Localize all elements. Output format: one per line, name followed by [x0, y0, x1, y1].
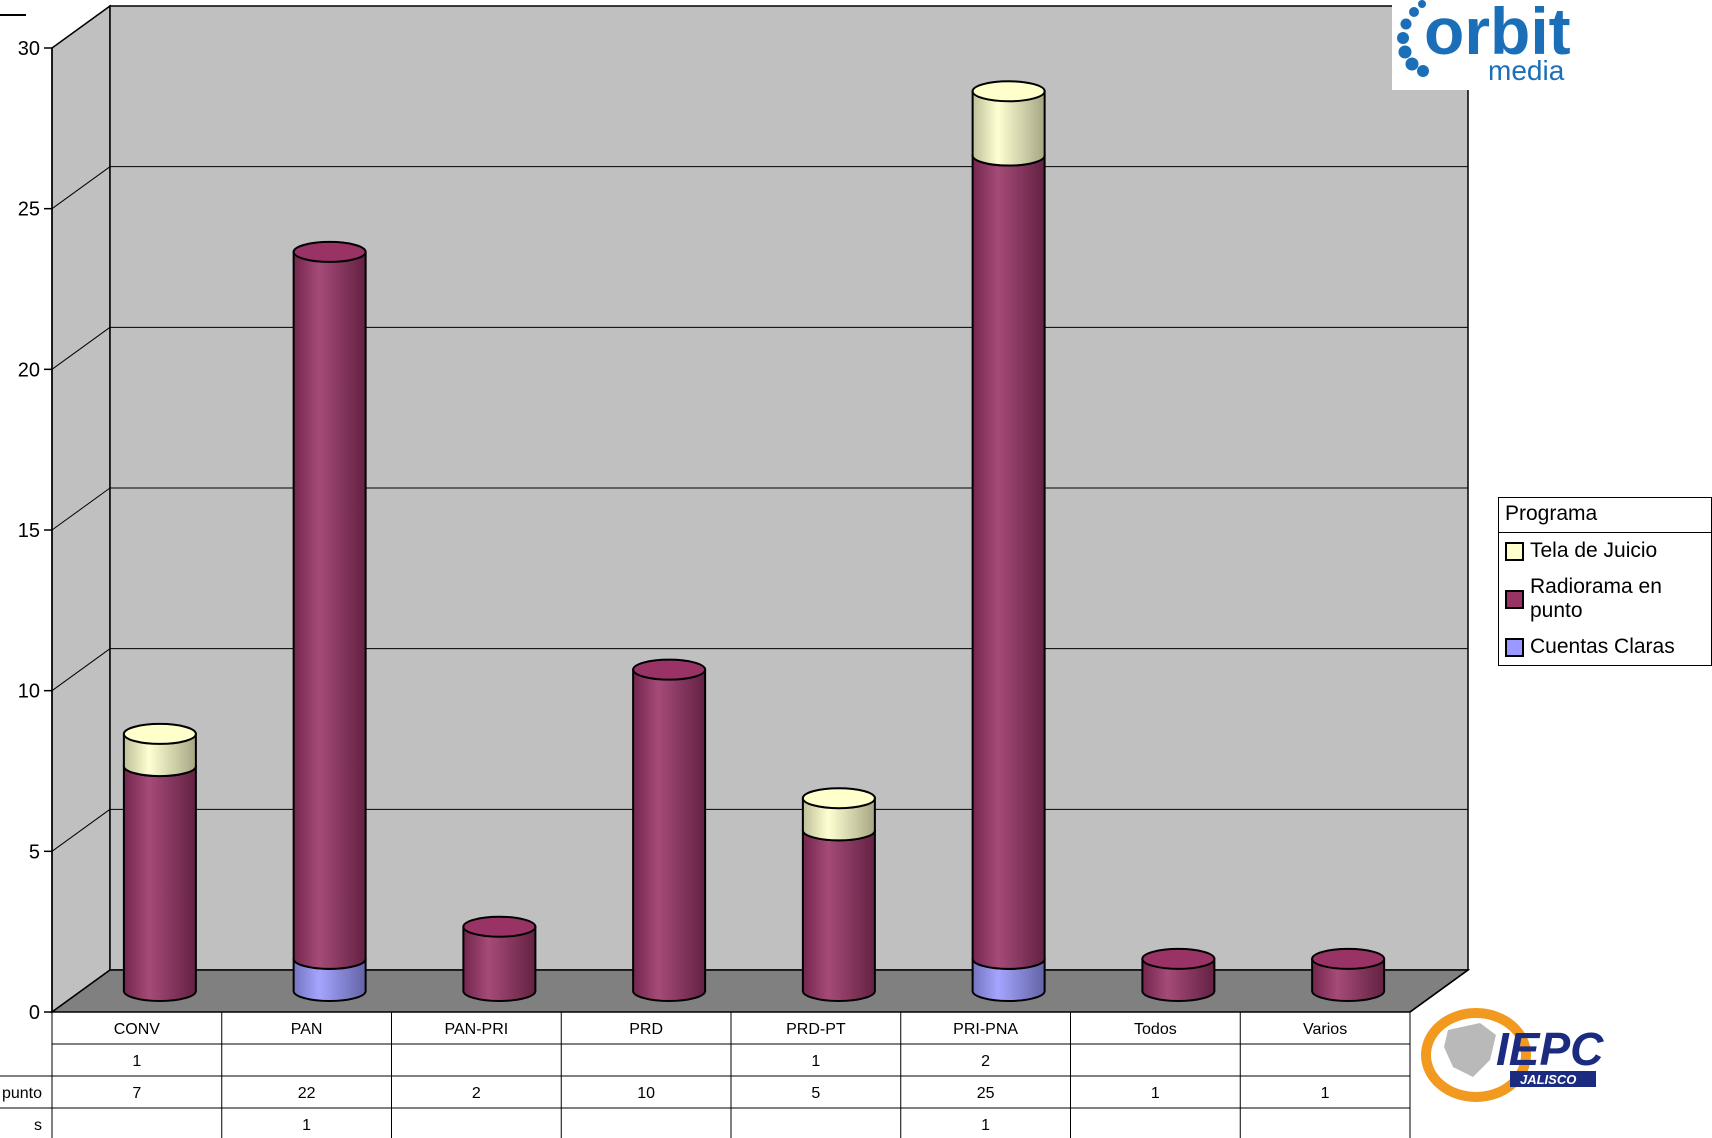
iepc-wordmark: IEPC	[1496, 1023, 1604, 1075]
y-tick-label: 25	[18, 199, 40, 221]
legend-label: Cuentas Claras	[1530, 635, 1675, 658]
iepc-band	[1510, 1071, 1596, 1087]
bar-top	[801, 787, 876, 810]
y-tick-label: 5	[29, 841, 40, 863]
bar-segment	[632, 658, 707, 1002]
gridline-side	[51, 487, 111, 531]
category-label: Todos	[1134, 1021, 1177, 1038]
orbit-media-logo: orbit media	[1392, 0, 1571, 90]
legend: Programa Tela de Juicio Radiorama en punt…	[1498, 497, 1712, 666]
legend-swatch	[1505, 589, 1524, 609]
bar-body	[971, 957, 1046, 1002]
bar-top	[632, 658, 707, 681]
gridline-side	[51, 166, 111, 210]
category-label: PAN	[291, 1021, 323, 1038]
bar-body	[122, 765, 197, 1002]
table-cell: 22	[298, 1085, 316, 1102]
table-cell: 1	[1321, 1085, 1330, 1102]
legend-label: Tela de Juicio	[1530, 539, 1658, 562]
category-label: CONV	[114, 1021, 161, 1038]
gridline-side	[51, 326, 111, 370]
bar-top	[122, 722, 197, 745]
table-cell: 2	[981, 1053, 990, 1070]
bar-segment	[122, 722, 197, 778]
bar-body	[801, 797, 876, 842]
category-label: Varios	[1303, 1021, 1347, 1038]
orbit-subtext: media	[1488, 55, 1565, 86]
bar-segment	[122, 765, 197, 1002]
category-label: PRD-PT	[786, 1021, 846, 1038]
y-tick-label: 20	[18, 359, 40, 381]
bar-body	[632, 668, 707, 1002]
bar-body	[1141, 957, 1216, 1002]
bar-top	[292, 240, 367, 263]
gridline-side	[51, 648, 111, 692]
table-cell: 5	[811, 1085, 820, 1102]
bar-segment	[1311, 947, 1386, 1002]
bar-top	[462, 915, 537, 938]
chart-walls	[49, 4, 1471, 1014]
jalisco-map-icon	[1444, 1023, 1496, 1077]
y-tick-label: 10	[18, 681, 40, 703]
bar-segment	[292, 240, 367, 970]
table-cell: 1	[981, 1117, 990, 1134]
table-cell: 1	[1151, 1085, 1160, 1102]
bar-body	[292, 957, 367, 1002]
bar-body	[292, 250, 367, 970]
y-tick-label: 30	[18, 38, 40, 60]
bars	[122, 80, 1386, 1002]
bar-segment	[462, 915, 537, 1002]
category-label: PAN-PRI	[445, 1021, 509, 1038]
orbit-dots-icon	[1397, 0, 1429, 77]
legend-label: Radiorama en punto	[1530, 575, 1662, 622]
orbit-logo-graphic: orbit media	[1397, 0, 1571, 86]
orbit-wordmark: orbit	[1424, 0, 1570, 68]
legend-title: Programa	[1499, 498, 1711, 533]
bar-top	[1311, 947, 1386, 970]
legend-item: Tela de Juicio	[1499, 533, 1711, 569]
table-cell: 7	[132, 1085, 141, 1102]
bar-body	[1311, 957, 1386, 1002]
table-cell: 2	[472, 1085, 481, 1102]
iepc-jalisco-logo: IEPC JALISCO	[1418, 1005, 1608, 1105]
iepc-logo-graphic: IEPC JALISCO	[1421, 1008, 1604, 1102]
bar-segment	[801, 787, 876, 842]
gridline-side	[51, 808, 111, 852]
table-row-label: punto	[2, 1085, 42, 1102]
floor-edge	[1409, 969, 1469, 1013]
bar-segment	[971, 80, 1046, 167]
table-row-label: s	[34, 1117, 42, 1134]
y-axis: 0 5 10 15 20 25 30	[18, 38, 53, 1024]
y-tick-label: 15	[18, 520, 40, 542]
bar-segment	[801, 829, 876, 1002]
bar-body	[462, 925, 537, 1002]
legend-item: Radiorama en punto	[1499, 569, 1711, 629]
bar-top	[971, 80, 1046, 103]
bar-segment	[1141, 947, 1216, 1002]
bar-body	[971, 90, 1046, 167]
bar-segment	[971, 154, 1046, 970]
category-label: PRD	[629, 1021, 663, 1038]
data-table: CONV PAN PAN-PRI PRD PRD-PT PRI-PNA Todos Vario…	[0, 969, 1469, 1138]
table-cell: 1	[811, 1053, 820, 1070]
legend-swatch	[1505, 637, 1524, 657]
floor	[49, 969, 1471, 1013]
legend-item: Cuentas Claras	[1499, 629, 1711, 665]
y-tick-label: 0	[29, 1002, 40, 1024]
legend-swatch	[1505, 541, 1524, 561]
table-cell: 25	[977, 1085, 995, 1102]
iepc-ring-icon	[1421, 1008, 1531, 1102]
table-cell: 10	[637, 1085, 655, 1102]
table-cell: 1	[302, 1117, 311, 1134]
gridline-side	[51, 5, 111, 49]
bar-top	[1141, 947, 1216, 970]
bar-body	[971, 154, 1046, 970]
category-label: PRI-PNA	[953, 1021, 1018, 1038]
bar-body	[801, 829, 876, 1002]
iepc-subtext: JALISCO	[1520, 1072, 1576, 1087]
bar-body	[122, 732, 197, 778]
table-cell: 1	[132, 1053, 141, 1070]
corner-mark	[0, 0, 26, 16]
